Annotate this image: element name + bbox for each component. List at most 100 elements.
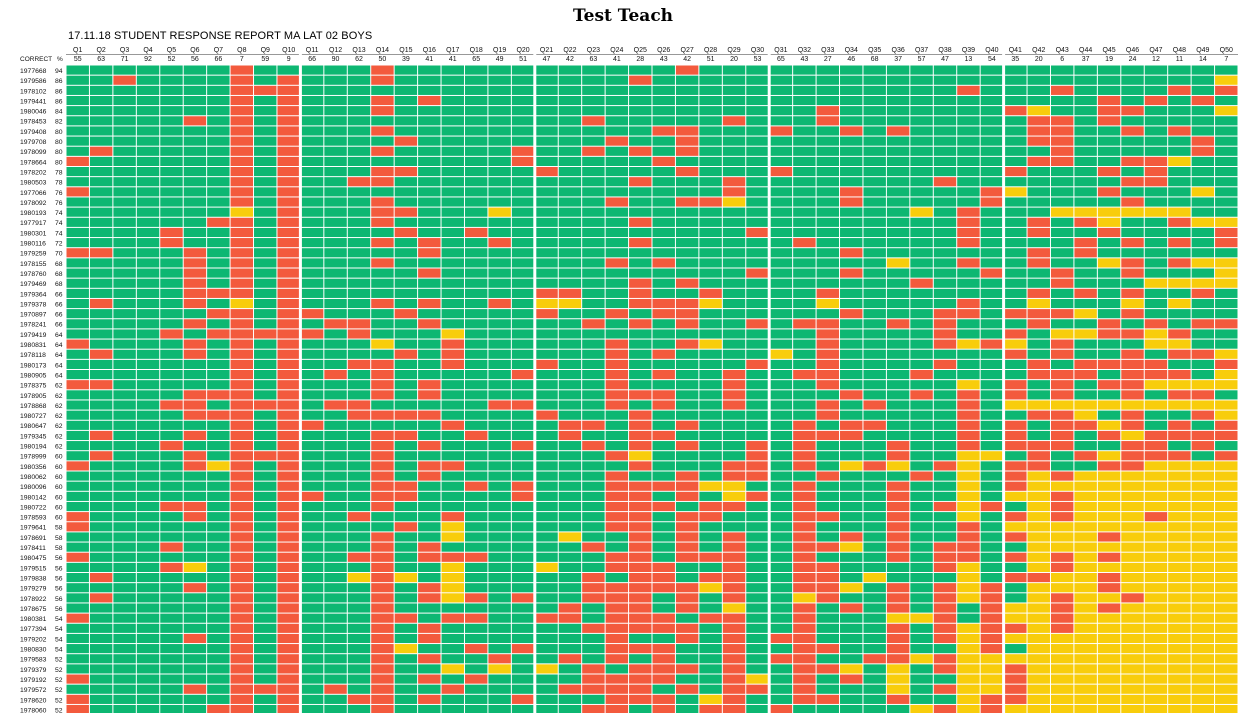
- response-cell: [207, 177, 230, 187]
- response-cell: [933, 258, 957, 268]
- response-cell: [1215, 410, 1238, 420]
- response-cell: [699, 197, 722, 207]
- response-cell: [769, 65, 793, 75]
- response-cell: [863, 319, 886, 329]
- response-cell: [1027, 278, 1050, 288]
- response-cell: [957, 684, 980, 694]
- response-cell: [324, 95, 347, 106]
- response-cell: [371, 207, 394, 217]
- response-cell: [769, 116, 793, 126]
- response-cell: [277, 95, 300, 106]
- response-cell: [300, 380, 324, 390]
- response-cell: [629, 573, 652, 583]
- response-cell: [277, 359, 300, 369]
- response-cell: [511, 359, 535, 369]
- response-cell: [933, 664, 957, 674]
- response-cell: [1027, 593, 1050, 603]
- response-cell: [160, 116, 183, 126]
- response-cell: [89, 471, 113, 481]
- response-cell: [769, 106, 793, 116]
- response-cell: [1097, 410, 1121, 420]
- response-cell: [722, 430, 746, 441]
- response-cell: [886, 156, 910, 166]
- response-cell: [980, 633, 1004, 644]
- response-cell: [1215, 248, 1238, 258]
- question-percent: 47: [543, 56, 551, 63]
- response-cell: [324, 197, 347, 207]
- response-cell: [535, 694, 558, 704]
- response-cell: [535, 167, 558, 177]
- response-cell: [535, 126, 558, 136]
- response-cell: [933, 156, 957, 166]
- response-cell: [230, 573, 254, 583]
- response-cell: [418, 633, 441, 644]
- response-cell: [980, 613, 1004, 623]
- student-percent: 56: [55, 555, 63, 562]
- response-cell: [816, 359, 840, 369]
- response-cell: [769, 288, 793, 298]
- response-cell: [1215, 156, 1238, 166]
- student-id: 1980062: [20, 474, 47, 481]
- response-cell: [816, 380, 840, 390]
- response-cell: [793, 491, 816, 501]
- response-cell: [511, 319, 535, 329]
- response-cell: [488, 238, 511, 248]
- response-cell: [371, 674, 394, 684]
- response-cell: [910, 542, 933, 552]
- response-cell: [793, 603, 816, 613]
- response-cell: [1097, 441, 1121, 451]
- response-cell: [675, 309, 699, 319]
- response-cell: [394, 177, 418, 187]
- response-cell: [675, 349, 699, 359]
- response-cell: [113, 187, 136, 197]
- response-cell: [488, 187, 511, 197]
- response-cell: [840, 116, 863, 126]
- response-cell: [699, 410, 722, 420]
- student-id: 1979708: [20, 139, 47, 146]
- response-cell: [207, 654, 230, 664]
- response-cell: [277, 522, 300, 532]
- response-cell: [675, 501, 699, 512]
- question-label: Q4: [143, 47, 152, 54]
- response-cell: [1097, 288, 1121, 298]
- response-cell: [582, 451, 605, 461]
- response-cell: [1027, 481, 1050, 491]
- response-cell: [582, 694, 605, 704]
- response-cell: [629, 461, 652, 471]
- response-cell: [746, 75, 769, 85]
- response-cell: [160, 248, 183, 258]
- response-cell: [1004, 420, 1027, 430]
- response-cell: [863, 441, 886, 451]
- response-cell: [324, 258, 347, 268]
- response-cell: [957, 603, 980, 613]
- response-cell: [769, 471, 793, 481]
- response-cell: [89, 156, 113, 166]
- response-cell: [183, 95, 207, 106]
- response-cell: [300, 156, 324, 166]
- response-cell: [136, 603, 160, 613]
- response-cell: [629, 136, 652, 146]
- response-cell: [1191, 65, 1215, 75]
- question-percent: 62: [355, 56, 363, 63]
- response-cell: [980, 674, 1004, 684]
- response-cell: [769, 664, 793, 674]
- response-cell: [910, 664, 933, 674]
- response-cell: [347, 136, 371, 146]
- response-cell: [840, 613, 863, 623]
- response-cell: [863, 481, 886, 491]
- response-cell: [582, 217, 605, 227]
- response-cell: [558, 248, 582, 258]
- response-cell: [511, 309, 535, 319]
- response-cell: [160, 420, 183, 430]
- response-cell: [629, 390, 652, 400]
- response-cell: [1097, 603, 1121, 613]
- response-cell: [699, 370, 722, 380]
- response-cell: [488, 593, 511, 603]
- response-cell: [816, 390, 840, 400]
- response-cell: [464, 441, 488, 451]
- response-cell: [629, 451, 652, 461]
- response-cell: [136, 471, 160, 481]
- response-cell: [464, 542, 488, 552]
- response-cell: [558, 593, 582, 603]
- response-cell: [300, 187, 324, 197]
